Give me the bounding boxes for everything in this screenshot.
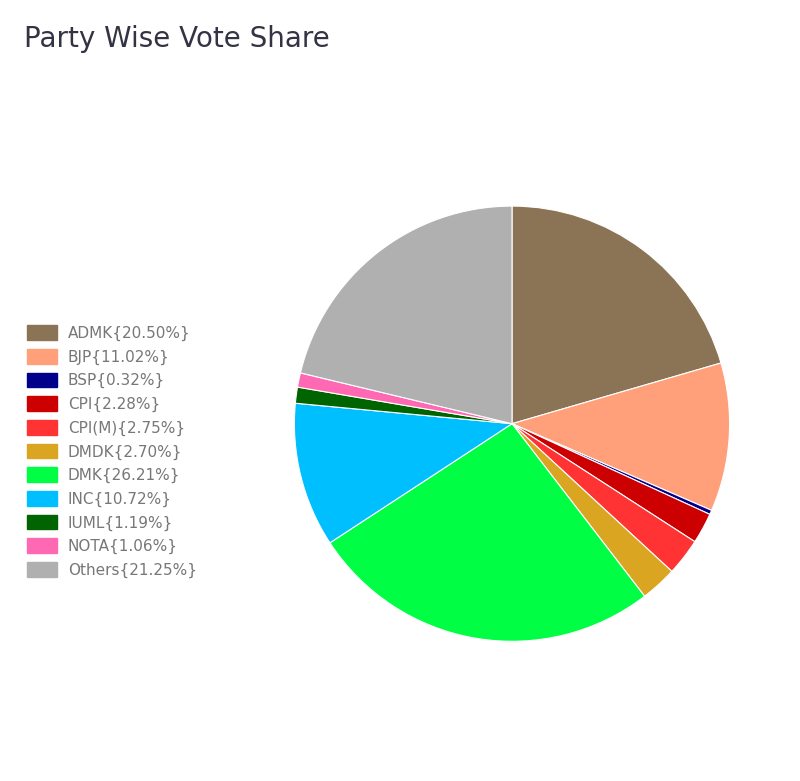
Wedge shape <box>330 423 645 641</box>
Wedge shape <box>512 423 695 572</box>
Wedge shape <box>512 363 730 510</box>
Wedge shape <box>301 206 512 423</box>
Legend: ADMK{20.50%}, BJP{11.02%}, BSP{0.32%}, CPI{2.28%}, CPI(M){2.75%}, DMDK{2.70%}, D: ADMK{20.50%}, BJP{11.02%}, BSP{0.32%}, C… <box>21 319 203 584</box>
Wedge shape <box>512 423 672 596</box>
Wedge shape <box>298 373 512 423</box>
Wedge shape <box>294 403 512 543</box>
Wedge shape <box>512 423 711 515</box>
Wedge shape <box>512 423 710 542</box>
Wedge shape <box>295 387 512 423</box>
Text: Party Wise Vote Share: Party Wise Vote Share <box>24 24 330 52</box>
Wedge shape <box>512 206 721 423</box>
